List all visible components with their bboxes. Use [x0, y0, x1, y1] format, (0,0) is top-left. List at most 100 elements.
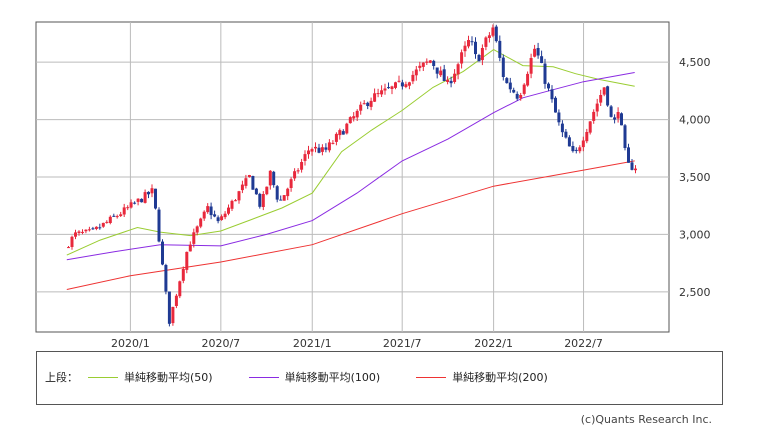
candle-up: [206, 206, 210, 213]
candle-up: [223, 213, 227, 218]
candle-up: [282, 195, 286, 201]
candle-down: [449, 80, 453, 84]
candle-down: [442, 69, 446, 81]
candle-up: [362, 103, 366, 105]
candle-up: [487, 35, 491, 38]
candle-up: [595, 103, 599, 112]
candle-up: [227, 207, 230, 214]
candle-up: [634, 168, 637, 171]
candle-up: [303, 154, 307, 161]
candle-up: [265, 186, 269, 195]
candle-up: [136, 198, 140, 202]
candle-up: [94, 226, 98, 229]
legend-label-ma100: 単純移動平均(100): [284, 371, 381, 384]
candle-up: [616, 112, 620, 119]
candle-up: [480, 48, 484, 61]
candle-up: [491, 27, 495, 36]
candle-down: [317, 147, 321, 153]
candle-down: [254, 188, 258, 195]
candle-down: [620, 113, 623, 126]
candle-down: [161, 241, 164, 265]
candle-up: [296, 170, 300, 172]
y-tick-label: 3,500: [679, 171, 711, 184]
candle-down: [147, 191, 150, 195]
candle-down: [554, 97, 557, 113]
candle-up: [467, 40, 470, 47]
candle-up: [244, 178, 248, 186]
candle-up: [310, 149, 314, 152]
candle-down: [613, 117, 617, 120]
candle-up: [463, 45, 467, 52]
candle-up: [126, 207, 130, 209]
candle-up: [320, 147, 324, 152]
candle-down: [550, 89, 554, 100]
y-tick-label: 4,500: [679, 56, 711, 69]
candle-up: [87, 229, 91, 231]
candle-up: [293, 171, 297, 179]
candle-down: [494, 26, 498, 42]
axis-labels: 2020/1 2020/7 2021/1 2021/7 2022/1 2022/7 2,50…: [111, 56, 710, 350]
candle-down: [606, 86, 610, 106]
candle-down: [400, 82, 404, 87]
candle-up: [446, 79, 450, 82]
candle-up: [522, 84, 526, 94]
candle-up: [439, 70, 443, 76]
candle-down: [609, 106, 613, 117]
x-tick-label: 2020/7: [201, 337, 240, 350]
candle-down: [154, 188, 157, 209]
candle-up: [331, 142, 335, 144]
candle-up: [174, 295, 178, 306]
candle-down: [272, 171, 276, 186]
candle-down: [508, 82, 512, 90]
series-line-2: [66, 160, 635, 290]
legend-swatch-ma200: [416, 376, 447, 378]
candle-up: [67, 247, 70, 249]
candle-up: [428, 60, 432, 63]
candle-up: [355, 110, 359, 118]
candle-up: [230, 200, 234, 209]
candle-up: [185, 251, 189, 270]
candle-up: [101, 222, 105, 227]
candle-up: [234, 200, 237, 202]
candle-down: [435, 67, 439, 74]
candle-up: [143, 192, 147, 203]
candle-up: [199, 218, 203, 227]
candle-down: [112, 215, 116, 217]
candle-up: [421, 62, 425, 67]
candle-up: [404, 84, 408, 87]
legend-label-ma50: 単純移動平均(50): [124, 371, 213, 384]
candle-down: [258, 193, 262, 207]
copyright-credit: (c)Quants Research Inc.: [580, 413, 712, 426]
candle-down: [567, 137, 571, 147]
candle-down: [512, 89, 516, 93]
candle-up: [171, 306, 175, 324]
candle-down: [167, 291, 171, 324]
candle-up: [352, 116, 356, 119]
candle-up: [453, 73, 457, 82]
candle-down: [547, 83, 550, 89]
candle-up: [592, 111, 596, 121]
candle-up: [314, 146, 317, 149]
candle-up: [84, 229, 88, 232]
candle-up: [533, 48, 537, 57]
candle-down: [275, 186, 279, 200]
candle-up: [411, 74, 415, 82]
candle-down: [140, 198, 144, 203]
candle-up: [77, 231, 81, 233]
candle-down: [630, 162, 634, 170]
candle-up: [588, 121, 592, 133]
candle-up: [268, 170, 272, 186]
candle-up: [115, 216, 119, 218]
x-tick-label: 2020/1: [111, 337, 150, 350]
candle-down: [560, 123, 564, 133]
candle-down: [98, 227, 102, 229]
candle-down: [540, 56, 544, 63]
y-tick-label: 4,000: [679, 114, 711, 127]
x-tick-label: 2021/7: [383, 337, 422, 350]
candle-down: [157, 209, 161, 242]
candle-up: [376, 93, 380, 95]
legend-item-ma100: 単純移動平均(100): [248, 369, 381, 385]
candle-down: [341, 131, 345, 135]
candle-down: [279, 199, 283, 201]
candle-up: [327, 142, 331, 151]
